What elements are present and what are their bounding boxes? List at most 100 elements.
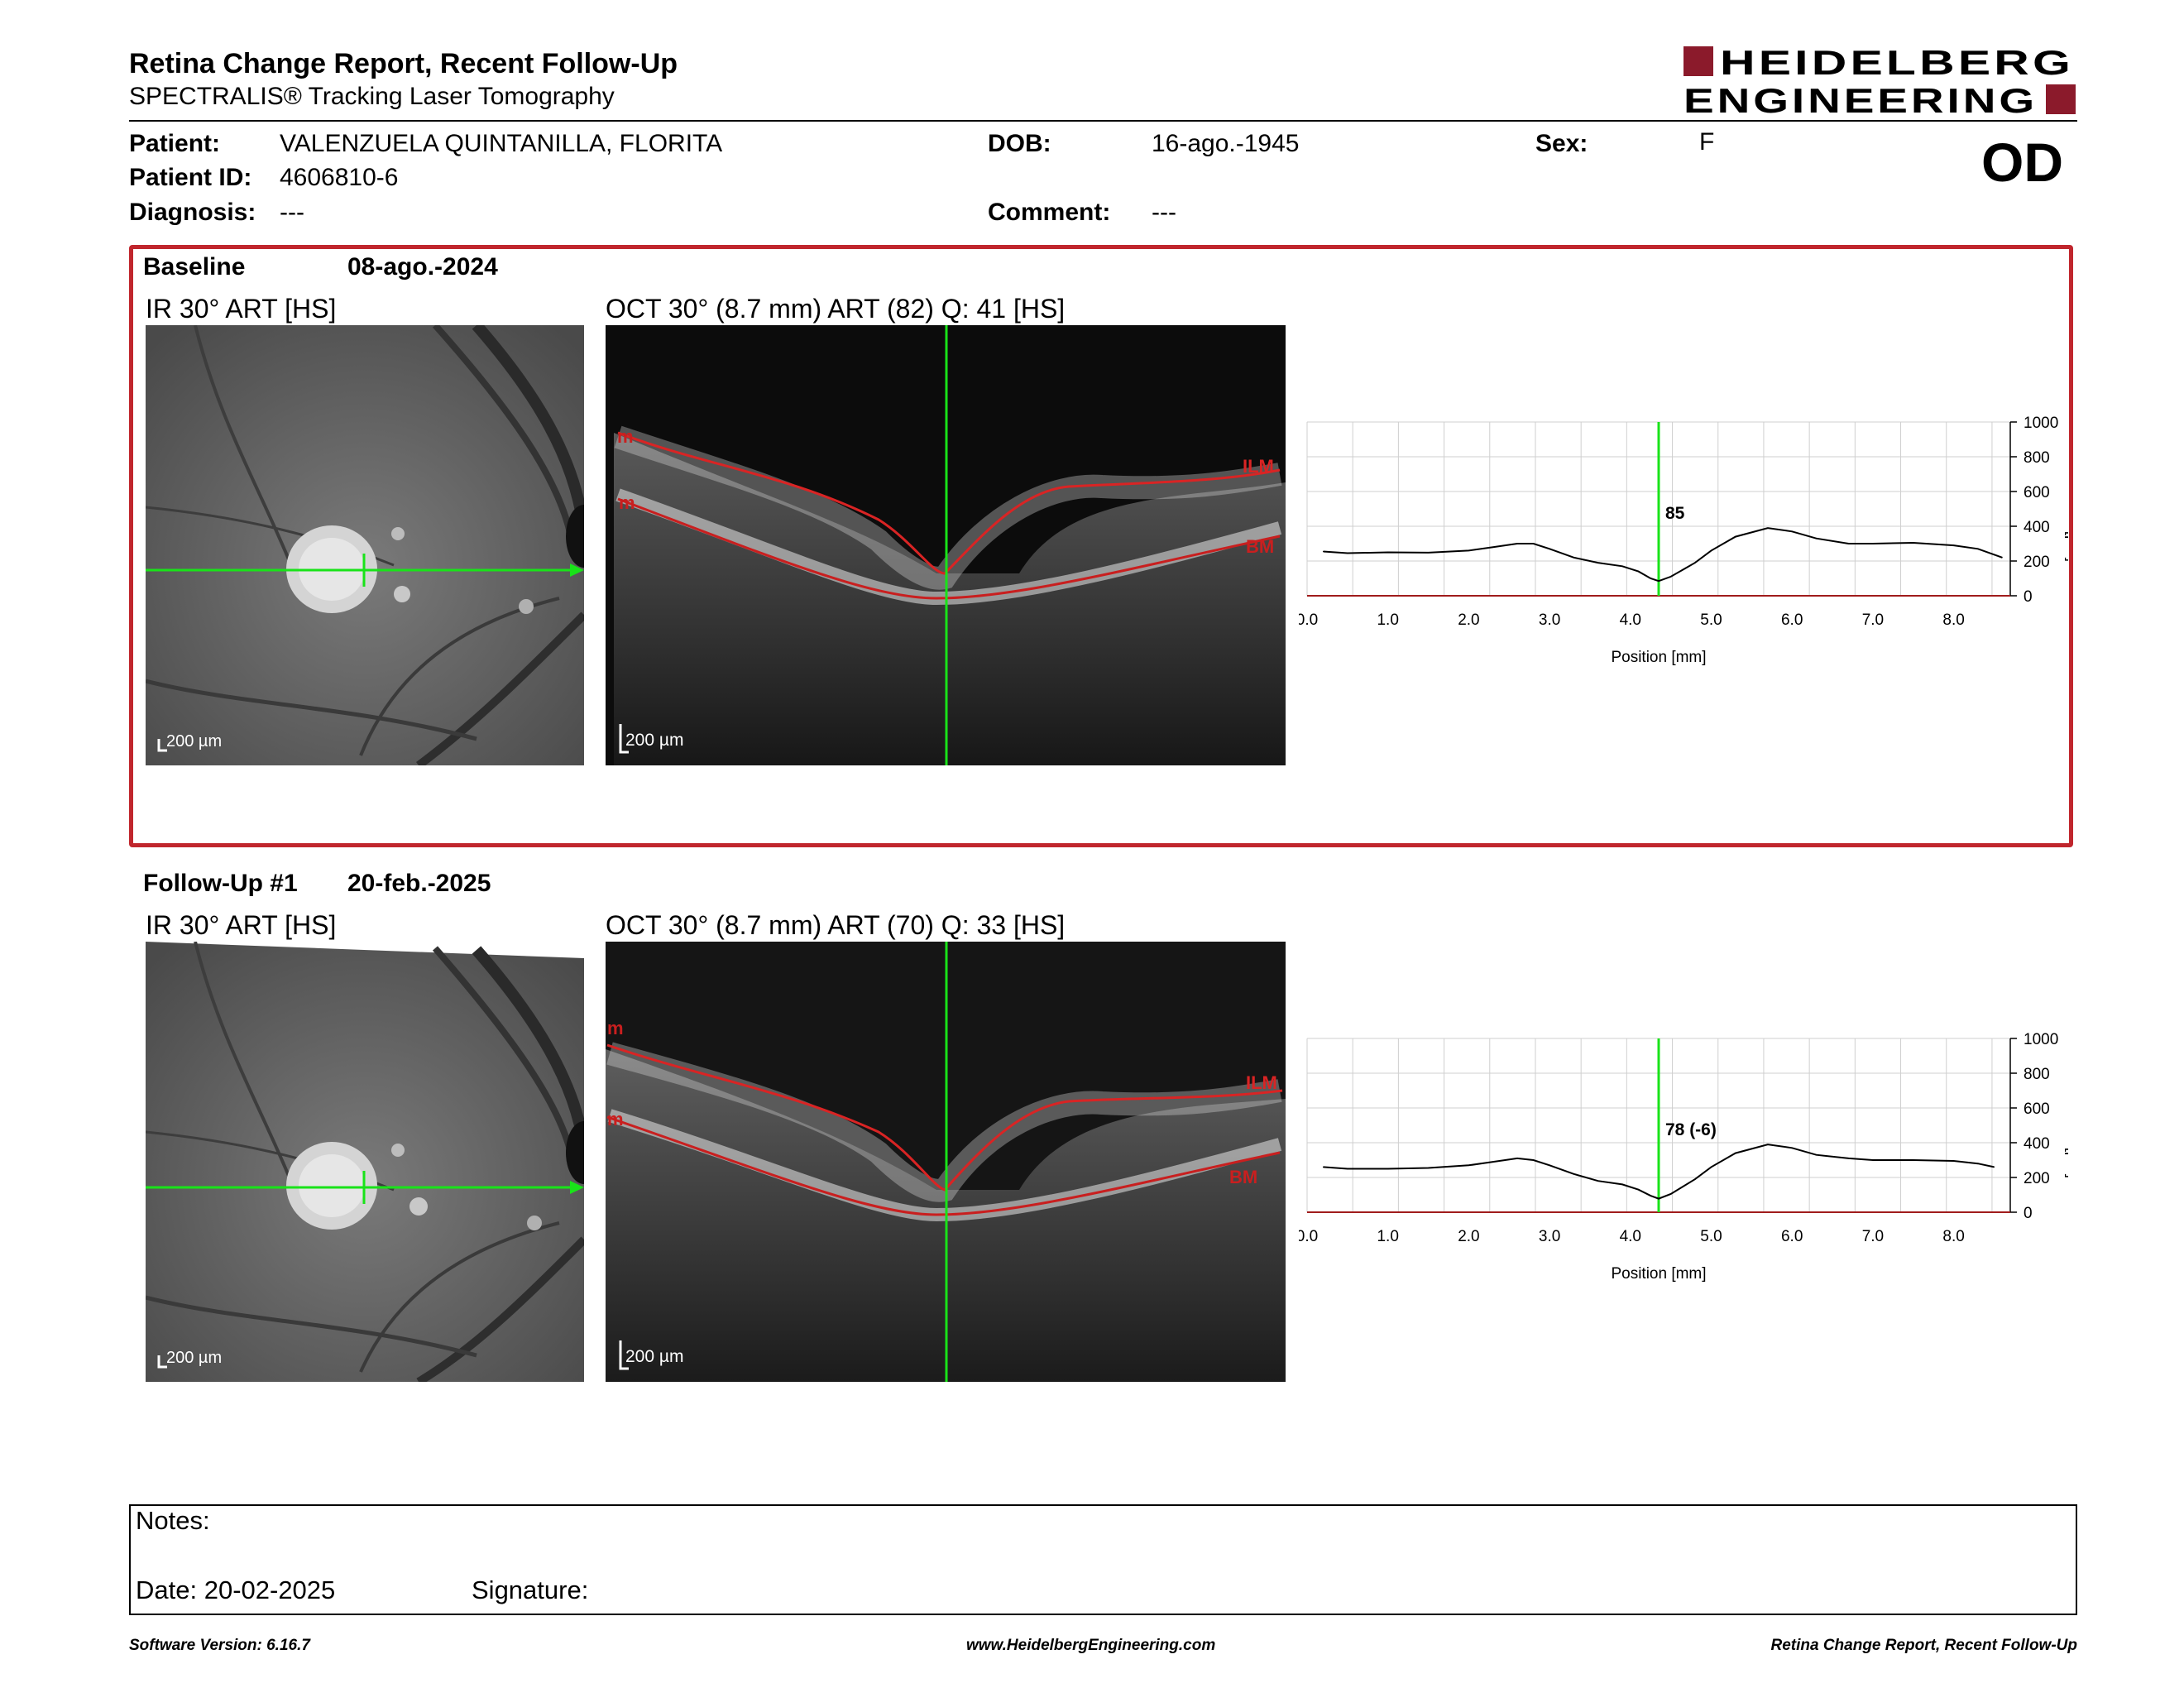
followup-label: Follow-Up #1 (143, 870, 298, 897)
footer-report-name: Retina Change Report, Recent Follow-Up (1770, 1637, 2077, 1654)
y-tick-label: 800 (2024, 1066, 2050, 1083)
y-tick-label: 800 (2024, 449, 2050, 467)
diagnosis-label: Diagnosis: (129, 199, 256, 226)
thickness-data-point (1847, 543, 1850, 544)
patient-id: 4606810-6 (280, 164, 399, 191)
x-tick-label: 6.0 (1781, 1228, 1803, 1245)
eye-indicator: OD (1981, 132, 2063, 193)
thickness-data-point (1322, 550, 1324, 553)
thickness-data-point (1492, 1161, 1494, 1163)
baseline-oct-ilm-label: ILM (1243, 456, 1274, 477)
x-tick-label: 8.0 (1942, 1228, 1964, 1245)
followup-oct-marker-left: m (607, 1109, 624, 1129)
thickness-data-point (1710, 1166, 1712, 1168)
comment-label: Comment: (988, 199, 1111, 226)
thickness-data-point (1573, 1173, 1575, 1175)
baseline-label: Baseline (143, 253, 246, 281)
y-tick-label: 400 (2024, 519, 2050, 536)
thickness-data-point (1597, 1180, 1599, 1182)
thickness-data-point (1347, 1168, 1348, 1170)
thickness-data-point (1710, 549, 1712, 551)
thickness-data-point (1694, 1178, 1696, 1180)
x-tick-label: 2.0 (1458, 1228, 1479, 1245)
x-tick-label: 4.0 (1620, 611, 1641, 629)
thickness-data-point (1427, 552, 1430, 554)
y-tick-label: 0 (2024, 1205, 2033, 1222)
notes-label: Notes: (136, 1506, 210, 1535)
patient-id-label: Patient ID: (129, 164, 252, 191)
logo-line-2: ENGINEERING (1684, 81, 2038, 117)
x-tick-label: 5.0 (1700, 1228, 1722, 1245)
thickness-data-point (1573, 557, 1575, 559)
followup-oct-marker-top: m (607, 1018, 624, 1038)
followup-oct-bscan: m m ILM BM 200 µm (606, 942, 1286, 1382)
y-tick-label: 200 (2024, 1170, 2050, 1187)
sex-value: F (1699, 128, 1715, 156)
thickness-data-point (1532, 1159, 1535, 1161)
report-subtitle: SPECTRALIS® Tracking Laser Tomography (129, 83, 615, 110)
x-tick-label: 2.0 (1458, 611, 1479, 629)
thickness-data-point (1387, 551, 1389, 554)
y-axis-label: Thickness [µm] (2064, 456, 2068, 562)
patient-label: Patient: (129, 130, 221, 157)
x-tick-label: 7.0 (1862, 611, 1884, 629)
followup-date: 20-feb.-2025 (347, 870, 491, 897)
baseline-panel (129, 245, 2073, 847)
x-tick-label: 3.0 (1539, 611, 1560, 629)
thickness-data-point (1953, 1160, 1955, 1162)
notes-box[interactable] (129, 1504, 2077, 1615)
comment-value: --- (1152, 199, 1176, 226)
x-tick-label: 0.0 (1299, 611, 1318, 629)
y-tick-label: 1000 (2024, 1031, 2058, 1048)
x-axis-label: Position [mm] (1611, 649, 1706, 666)
thickness-data-point (1637, 1189, 1640, 1191)
x-axis-label: Position [mm] (1611, 1265, 1706, 1283)
thickness-data-point (1872, 543, 1874, 544)
thickness-data-point (1658, 1198, 1660, 1200)
y-tick-label: 1000 (2024, 415, 2058, 432)
thickness-data-point (1815, 1154, 1818, 1156)
thickness-data-point (1549, 1164, 1550, 1166)
baseline-oct-bm-label: BM (1246, 536, 1274, 557)
followup-ir-title: IR 30° ART [HS] (146, 910, 337, 940)
thickness-data-point (2001, 557, 2003, 559)
thickness-data-point (1637, 571, 1640, 573)
followup-oct-scale: 200 µm (625, 1347, 683, 1366)
thickness-data-point (1791, 530, 1793, 532)
dob-value: 16-ago.-1945 (1152, 130, 1300, 157)
thickness-data-point (1322, 1166, 1324, 1168)
report-title: Retina Change Report, Recent Follow-Up (129, 48, 678, 79)
thickness-data-point (1993, 1166, 1995, 1168)
y-axis-label: Thickness [µm] (2064, 1072, 2068, 1178)
thickness-series-line (1323, 1144, 1995, 1200)
baseline-oct-marker-left: m (619, 492, 635, 513)
y-tick-label: 200 (2024, 554, 2050, 571)
footer-website[interactable]: www.HeidelbergEngineering.com (966, 1637, 1216, 1654)
diagnosis-value: --- (280, 199, 304, 226)
baseline-ir-fundus-image: 200 µm (146, 325, 584, 765)
notes-date: Date: 20-02-2025 (136, 1575, 336, 1604)
thickness-data-point (1516, 543, 1518, 544)
thickness-data-point (1658, 580, 1660, 582)
thickness-data-point (1767, 1144, 1769, 1145)
baseline-oct-bscan: m m ILM BM 200 µm (606, 325, 1286, 765)
x-tick-label: 1.0 (1377, 611, 1398, 629)
thickness-data-point (1953, 544, 1955, 546)
x-tick-label: 8.0 (1942, 611, 1964, 629)
y-tick-label: 600 (2024, 484, 2050, 501)
thickness-series-line (1323, 527, 2003, 583)
x-tick-label: 7.0 (1862, 1228, 1884, 1245)
cursor-value-label: 85 (1665, 504, 1685, 523)
x-tick-label: 3.0 (1539, 1228, 1560, 1245)
y-tick-label: 600 (2024, 1101, 2050, 1118)
dob-label: DOB: (988, 130, 1051, 157)
thickness-data-point (1977, 1163, 1979, 1164)
x-tick-label: 1.0 (1377, 1228, 1398, 1245)
footer-software-version: Software Version: 6.16.7 (129, 1637, 310, 1654)
thickness-data-point (1532, 543, 1535, 544)
thickness-data-point (1670, 1193, 1672, 1195)
followup-oct-ilm-label: ILM (1246, 1072, 1277, 1093)
baseline-oct-marker-top: m (617, 426, 634, 447)
x-tick-label: 0.0 (1299, 1228, 1318, 1245)
thickness-data-point (1650, 1195, 1651, 1196)
